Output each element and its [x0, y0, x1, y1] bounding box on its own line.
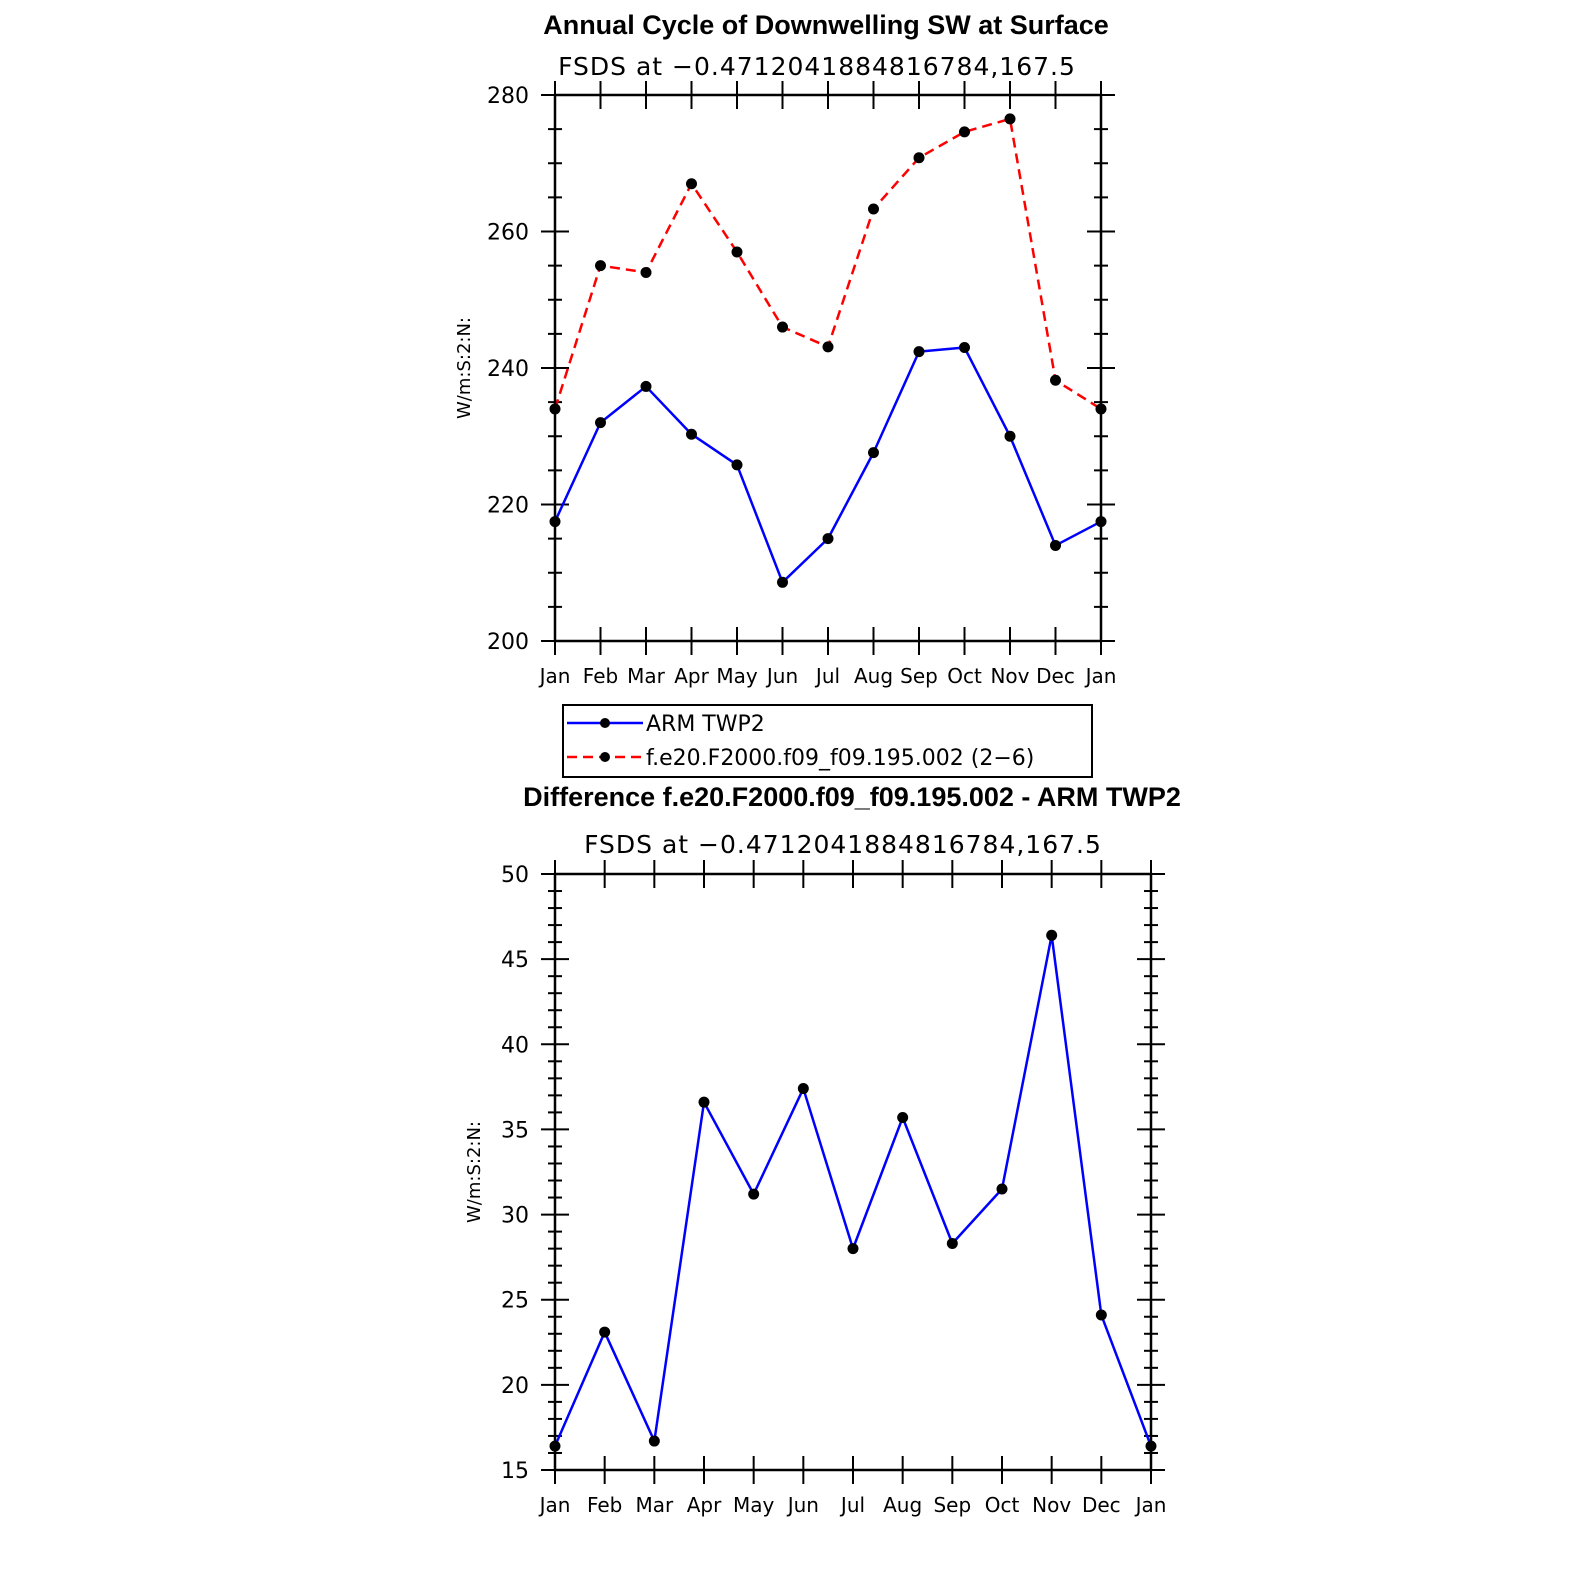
data-point	[868, 203, 879, 215]
data-point	[595, 417, 606, 429]
y-tick-label: 35	[501, 1118, 529, 1143]
x-tick-label: Feb	[587, 1493, 622, 1517]
chart-subtitle: FSDS at −0.4712041884816784,167.5	[584, 830, 1102, 859]
data-point	[797, 1083, 809, 1095]
data-point	[946, 1238, 958, 1250]
difference-chart: Difference f.e20.F2000.f09_f09.195.002 -…	[464, 782, 1181, 1517]
x-tick-label: Aug	[854, 664, 893, 688]
series-line	[553, 934, 1153, 1447]
y-tick-label: 30	[501, 1204, 529, 1229]
data-point	[777, 576, 788, 588]
x-tick-label: Mar	[627, 664, 666, 688]
x-tick-label: Oct	[947, 664, 982, 688]
data-point	[640, 380, 652, 392]
y-tick-label: 240	[487, 357, 529, 382]
series-line	[553, 346, 1102, 584]
legend-box	[562, 704, 1093, 778]
series-line	[553, 117, 1102, 411]
x-tick-label: Jul	[814, 664, 840, 688]
y-axis-label: W/m:S:2:N:	[464, 1121, 485, 1223]
data-point	[748, 1188, 760, 1200]
x-tick-label: Sep	[900, 664, 938, 688]
data-point	[847, 1243, 859, 1255]
chart-title: Difference f.e20.F2000.f09_f09.195.002 -…	[523, 782, 1181, 812]
data-point	[1095, 1309, 1107, 1321]
x-tick-label: Jan	[1084, 664, 1117, 688]
x-tick-label: Nov	[990, 664, 1029, 688]
data-point	[731, 246, 743, 258]
y-tick-label: 20	[501, 1374, 529, 1399]
y-tick-label: 40	[501, 1033, 529, 1058]
data-point	[1050, 539, 1061, 551]
legend-marker-model	[600, 752, 610, 762]
data-point	[731, 459, 743, 471]
y-tick-label: 220	[487, 494, 529, 519]
data-point	[959, 126, 970, 138]
plot-frame	[553, 93, 1103, 643]
data-point	[913, 346, 925, 358]
data-point	[640, 266, 652, 278]
y-tick-label: 50	[501, 863, 529, 888]
y-tick-label: 45	[501, 948, 529, 973]
x-tick-label: Aug	[883, 1493, 922, 1517]
legend-marker-arm	[600, 718, 610, 728]
x-tick-label: Jul	[839, 1493, 865, 1517]
data-point	[686, 178, 697, 190]
legend-label-arm: ARM TWP2	[646, 712, 765, 737]
data-point	[868, 447, 879, 459]
y-tick-label: 15	[501, 1459, 529, 1484]
data-point	[1046, 929, 1058, 941]
data-point	[822, 341, 834, 353]
x-tick-label: Jan	[538, 664, 571, 688]
data-point	[1004, 430, 1016, 442]
data-point	[822, 533, 834, 545]
x-tick-label: Feb	[583, 664, 618, 688]
x-tick-label: Sep	[933, 1493, 971, 1517]
x-tick-label: Apr	[687, 1493, 722, 1517]
x-tick-label: Jun	[786, 1493, 819, 1517]
data-point	[913, 152, 925, 164]
x-tick-label: Apr	[674, 664, 709, 688]
x-tick-label: Mar	[635, 1493, 674, 1517]
x-tick-label: Jun	[765, 664, 798, 688]
y-tick-label: 280	[487, 84, 529, 109]
plot-frame	[553, 872, 1153, 1472]
x-tick-label: Oct	[985, 1493, 1020, 1517]
x-tick-label: Nov	[1032, 1493, 1071, 1517]
x-tick-label: May	[733, 1493, 775, 1517]
data-point	[996, 1183, 1008, 1195]
data-point	[1004, 113, 1016, 125]
data-point	[595, 260, 606, 272]
data-point	[648, 1435, 660, 1447]
y-tick-label: 200	[487, 630, 529, 655]
x-tick-label: Dec	[1036, 664, 1075, 688]
legend-label-model: f.e20.F2000.f09_f09.195.002 (2−6)	[646, 746, 1034, 771]
x-tick-label: Jan	[1134, 1493, 1167, 1517]
x-tick-label: Jan	[538, 1493, 571, 1517]
data-point	[599, 1326, 611, 1338]
chart-subtitle: FSDS at −0.4712041884816784,167.5	[558, 52, 1076, 81]
legend: ARM TWP2 f.e20.F2000.f09_f09.195.002 (2−…	[562, 704, 1093, 778]
y-tick-label: 25	[501, 1289, 529, 1314]
data-point	[959, 342, 970, 354]
data-point	[1050, 374, 1061, 386]
chart-title: Annual Cycle of Downwelling SW at Surfac…	[543, 10, 1109, 40]
data-point	[686, 428, 697, 440]
data-point	[777, 321, 788, 333]
annual-cycle-chart: Annual Cycle of Downwelling SW at Surfac…	[454, 10, 1116, 688]
data-point	[698, 1096, 710, 1108]
y-tick-label: 260	[487, 221, 529, 246]
y-axis-label: W/m:S:2:N:	[454, 317, 475, 419]
x-tick-label: Dec	[1082, 1493, 1121, 1517]
x-tick-label: May	[716, 664, 758, 688]
data-point	[897, 1112, 909, 1124]
